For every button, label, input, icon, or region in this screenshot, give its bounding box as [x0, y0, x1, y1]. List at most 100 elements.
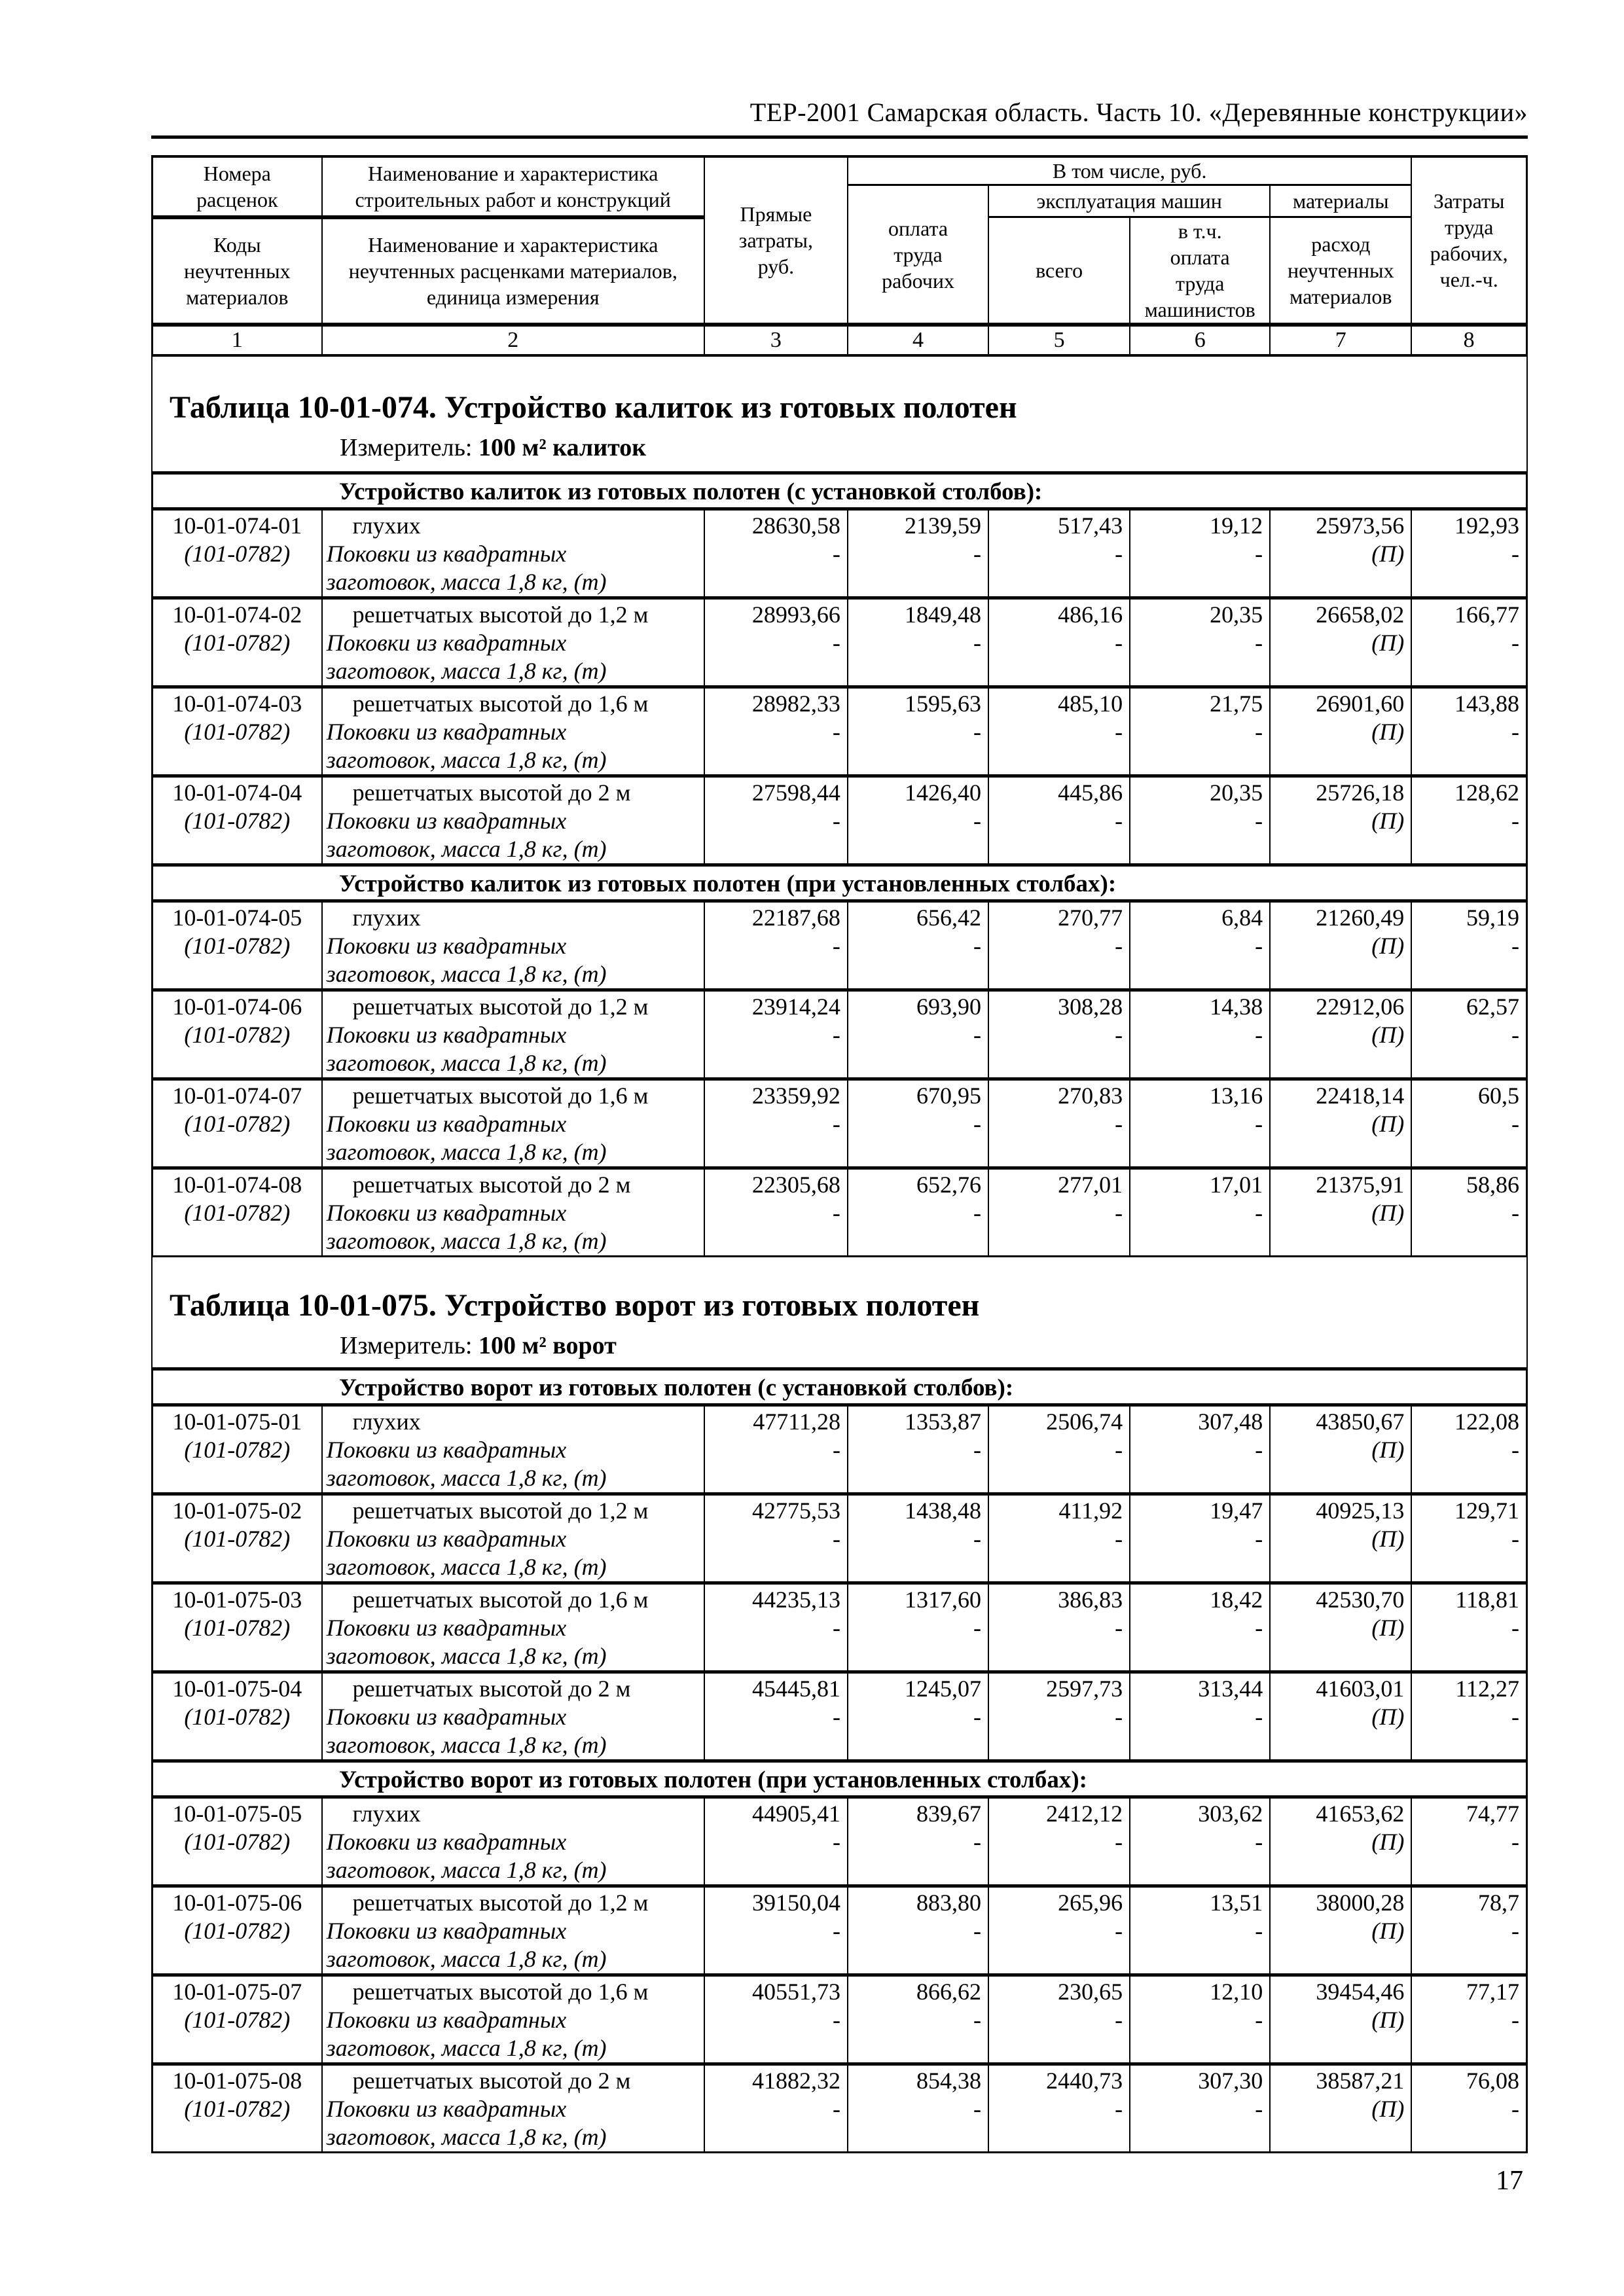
cell-value: 1317,60	[905, 1587, 982, 1613]
material-description-line: заготовок, масса 1,8 кг, (т)	[326, 1554, 607, 1580]
cell-note: -	[1115, 630, 1123, 656]
cell-note: -	[973, 1704, 982, 1730]
cell-value: 22912,06	[1316, 994, 1405, 1020]
measure-line: Измеритель: 100 м² калиток	[170, 433, 1526, 462]
cell-direct-costs: 23914,24-	[703, 988, 848, 1080]
cell-note: -	[1511, 933, 1519, 959]
cell-note: -	[1115, 1526, 1123, 1552]
cell-value: 58,86	[1466, 1172, 1519, 1198]
cell-note: -	[1511, 1829, 1519, 1855]
running-header: ТЕР-2001 Самарская область. Часть 10. «Д…	[749, 98, 1528, 127]
material-code: (101-0782)	[184, 1526, 291, 1552]
document-body: Номера расценок Наименование и характери…	[151, 155, 1528, 2153]
cell-rate-code: 10-01-075-04 (101-0782)	[151, 1670, 323, 1762]
material-description-line: заготовок, масса 1,8 кг, (т)	[326, 961, 607, 987]
material-description-line: заготовок, масса 1,8 кг, (т)	[326, 1857, 607, 1883]
page-number: 17	[1496, 2166, 1523, 2196]
cell-work-name: решетчатых высотой до 1,6 м Поковки из кв…	[321, 1973, 705, 2065]
table-row: 10-01-074-01 (101-0782) глухих Поковки из к…	[151, 507, 1528, 599]
rate-code: 10-01-075-08	[172, 2068, 302, 2094]
cell-value: 74,77	[1466, 1801, 1519, 1827]
cell-note: (П)	[1371, 1918, 1405, 1944]
cell-value: 12,10	[1210, 1979, 1263, 2005]
material-code: (101-0782)	[184, 1615, 291, 1641]
cell-note: -	[1255, 630, 1263, 656]
rate-code: 10-01-074-04	[172, 780, 302, 806]
cell-value: 118,81	[1455, 1587, 1519, 1613]
cell-value: 41653,62	[1316, 1801, 1405, 1827]
cell-value: 22418,14	[1316, 1083, 1405, 1109]
cell-note: -	[1255, 1615, 1263, 1641]
cell-value: 77,17	[1466, 1979, 1519, 2005]
work-name: решетчатых высотой до 1,6 м	[352, 1083, 649, 1109]
cell-workers-pay: 1245,07-	[846, 1670, 990, 1762]
material-code: (101-0782)	[184, 719, 291, 745]
cell-materials-consumption: 40925,13 (П)	[1269, 1492, 1413, 1584]
cell-value: 308,28	[1058, 994, 1123, 1020]
measure-label: Измеритель:	[340, 1332, 478, 1359]
cell-note: -	[832, 1829, 840, 1855]
material-description-line: заготовок, масса 1,8 кг, (т)	[326, 2035, 607, 2061]
cell-machines-total: 230,65-	[988, 1973, 1131, 2065]
cell-workers-pay: 693,90-	[846, 988, 990, 1080]
work-name: решетчатых высотой до 1,6 м	[352, 691, 649, 717]
cell-labor-hours: 62,57-	[1411, 988, 1528, 1080]
cell-value: 25726,18	[1316, 780, 1405, 806]
cell-workers-pay: 1426,40-	[846, 774, 990, 866]
cell-note: -	[1255, 541, 1263, 567]
cell-note: -	[832, 1022, 840, 1048]
cell-note: -	[832, 630, 840, 656]
table-row: 10-01-075-06 (101-0782) решетчатых высотой…	[151, 1884, 1528, 1976]
cell-value: 839,67	[916, 1801, 982, 1827]
cell-materials-consumption: 21375,91 (П)	[1269, 1166, 1413, 1257]
cell-machines-total: 265,96-	[988, 1884, 1131, 1976]
cell-labor-hours: 122,08-	[1411, 1403, 1528, 1495]
cell-rate-code: 10-01-074-02 (101-0782)	[151, 596, 323, 688]
measure-line: Измеритель: 100 м² ворот	[170, 1331, 1526, 1360]
rate-code: 10-01-075-06	[172, 1890, 302, 1916]
rate-code: 10-01-074-01	[172, 512, 302, 539]
cell-value: 44905,41	[751, 1801, 840, 1827]
material-description-line: Поковки из квадратных	[326, 808, 567, 834]
material-description-line: Поковки из квадратных	[326, 1111, 567, 1137]
cell-value: 14,38	[1210, 994, 1263, 1020]
table-row: 10-01-074-03 (101-0782) решетчатых высотой…	[151, 685, 1528, 777]
column-number: 5	[988, 323, 1131, 356]
cell-note: -	[1115, 541, 1123, 567]
cell-note: (П)	[1371, 1111, 1405, 1137]
cell-value: 41603,01	[1316, 1676, 1405, 1702]
cell-rate-code: 10-01-074-07 (101-0782)	[151, 1077, 323, 1169]
cell-note: -	[1115, 2007, 1123, 2033]
cell-workers-pay: 1353,87-	[846, 1403, 990, 1495]
cell-note: -	[1511, 630, 1519, 656]
cell-direct-costs: 22187,68-	[703, 899, 848, 991]
cell-direct-costs: 28982,33-	[703, 685, 848, 777]
cell-note: (П)	[1371, 630, 1405, 656]
cell-rate-code: 10-01-074-01 (101-0782)	[151, 507, 323, 599]
section-header: Устройство калиток из готовых полотен (с…	[151, 471, 1528, 511]
material-description-line: Поковки из квадратных	[326, 1829, 567, 1855]
cell-note: -	[1115, 1704, 1123, 1730]
rate-code: 10-01-075-02	[172, 1498, 302, 1524]
cell-direct-costs: 39150,04-	[703, 1884, 848, 1976]
cell-labor-hours: 143,88-	[1411, 685, 1528, 777]
cell-materials-consumption: 25973,56 (П)	[1269, 507, 1413, 599]
cell-workers-pay: 652,76-	[846, 1166, 990, 1257]
cell-note: -	[1255, 1704, 1263, 1730]
cell-materials-consumption: 39454,46 (П)	[1269, 1973, 1413, 2065]
table-title-block: Таблица 10-01-074. Устройство калиток из…	[151, 357, 1528, 471]
price-table: Устройство калиток из готовых полотен (с…	[151, 471, 1528, 1257]
work-name: решетчатых высотой до 1,2 м	[352, 601, 649, 628]
cell-direct-costs: 47711,28-	[703, 1403, 848, 1495]
column-number: 8	[1411, 323, 1528, 356]
cell-workers-pay: 1595,63-	[846, 685, 990, 777]
cell-value: 866,62	[916, 1979, 982, 2005]
cell-note: -	[973, 2096, 982, 2122]
material-description-line: Поковки из квадратных	[326, 719, 567, 745]
cell-work-name: глухих Поковки из квадратных заготовок, ма…	[321, 899, 705, 991]
cell-materials-consumption: 21260,49 (П)	[1269, 899, 1413, 991]
cell-rate-code: 10-01-075-05 (101-0782)	[151, 1795, 323, 1887]
table-row: 10-01-074-07 (101-0782) решетчатых высотой…	[151, 1077, 1528, 1169]
material-description-line: заготовок, масса 1,8 кг, (т)	[326, 1050, 607, 1076]
cell-labor-hours: 128,62-	[1411, 774, 1528, 866]
